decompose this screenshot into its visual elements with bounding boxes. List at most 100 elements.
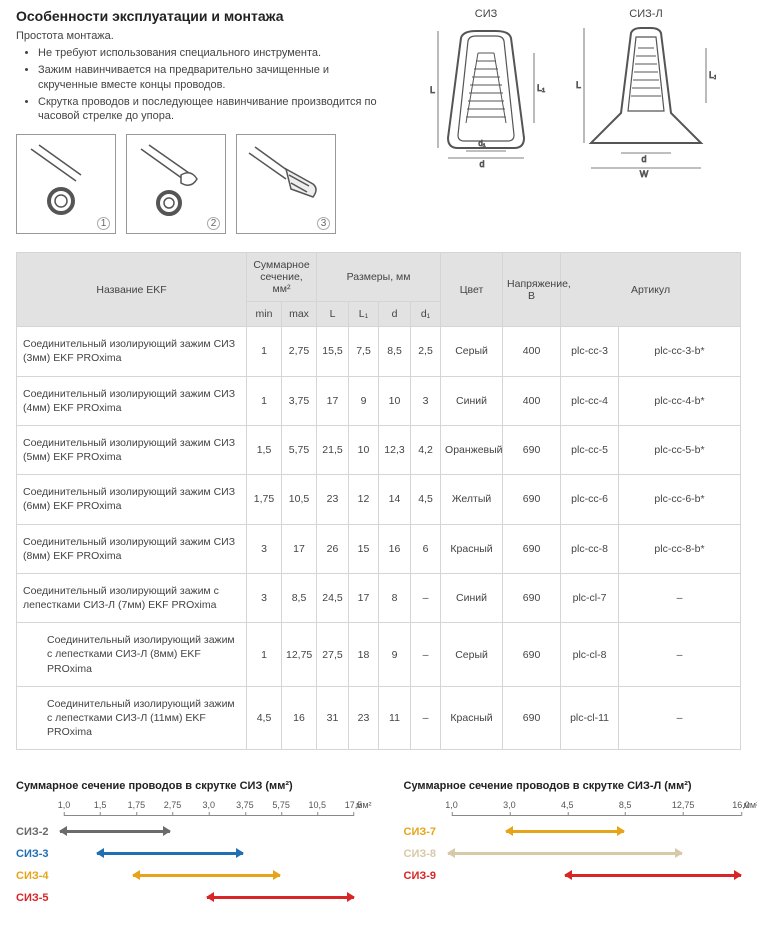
cell: – [411, 623, 441, 687]
svg-text:L₁: L₁ [537, 83, 545, 93]
table-row: Соединительный изолирующий зажим СИЗ (3м… [17, 327, 741, 376]
spec-table: Название EKF Суммарное сечение, мм² Разм… [16, 252, 741, 750]
cell: 690 [503, 425, 561, 474]
chart-bar [207, 896, 354, 899]
chart-row: СИЗ-4 [16, 866, 354, 886]
svg-text:L: L [430, 85, 435, 95]
chart-left: Суммарное сечение проводов в скрутке СИЗ… [16, 780, 354, 910]
chart-row: СИЗ-3 [16, 844, 354, 864]
charts-section: Суммарное сечение проводов в скрутке СИЗ… [16, 780, 741, 910]
svg-text:L: L [576, 80, 581, 90]
cell: 1 [247, 327, 282, 376]
th-L: L [317, 302, 349, 327]
cell: 10,5 [282, 475, 317, 524]
table-row: Соединительный изолирующий зажим СИЗ (8м… [17, 524, 741, 573]
cell-name: Соединительный изолирующий зажим СИЗ (8м… [17, 524, 247, 573]
cell: 400 [503, 327, 561, 376]
chart-bar [97, 852, 244, 855]
chart-row: СИЗ-9 [404, 866, 742, 886]
cell: 17 [349, 573, 379, 622]
cell: 10 [379, 376, 411, 425]
cell: 1,75 [247, 475, 282, 524]
cell: 16 [379, 524, 411, 573]
diagram-label: СИЗ-Л [629, 8, 662, 20]
cell-name: Соединительный изолирующий зажим СИЗ (6м… [17, 475, 247, 524]
subtitle: Простота монтажа. [16, 30, 386, 42]
cell-name: Соединительный изолирующий зажим с лепес… [17, 573, 247, 622]
chart-unit: мм² [356, 800, 371, 810]
chart-tick: 1,0 [58, 800, 71, 810]
cell: 690 [503, 475, 561, 524]
chart-tick: 3,75 [236, 800, 254, 810]
chart-bar [506, 830, 623, 833]
th-color: Цвет [441, 253, 503, 327]
chart-series-label: СИЗ-2 [16, 826, 60, 838]
feature-item: Скрутка проводов и последующее навинчива… [38, 95, 386, 125]
cell: 24,5 [317, 573, 349, 622]
chart-row: СИЗ-2 [16, 822, 354, 842]
cell: 4,5 [247, 686, 282, 750]
cell-name: Соединительный изолирующий зажим СИЗ (5м… [17, 425, 247, 474]
th-art: Артикул [561, 253, 741, 327]
cell: – [411, 573, 441, 622]
cell: 15 [349, 524, 379, 573]
chart-series-label: СИЗ-4 [16, 870, 60, 882]
table-head: Название EKF Суммарное сечение, мм² Разм… [17, 253, 741, 327]
th-dims: Размеры, мм [317, 253, 441, 302]
cell: 3,75 [282, 376, 317, 425]
illustration-2: 2 [126, 134, 226, 234]
text-column: Особенности эксплуатации и монтажа Прост… [16, 8, 386, 234]
cell: 12 [349, 475, 379, 524]
cell: 4,5 [411, 475, 441, 524]
chart-title: Суммарное сечение проводов в скрутке СИЗ… [16, 780, 354, 792]
cell: plc-cl-8 [561, 623, 619, 687]
chart-bar [60, 830, 170, 833]
cell: Серый [441, 623, 503, 687]
cell-name: Соединительный изолирующий зажим СИЗ (4м… [17, 376, 247, 425]
chart-series-label: СИЗ-8 [404, 848, 448, 860]
chart-tick: 1,0 [445, 800, 458, 810]
illustration-3: 3 [236, 134, 336, 234]
cell: 1,5 [247, 425, 282, 474]
th-d1: d₁ [411, 302, 441, 327]
cell: 31 [317, 686, 349, 750]
cell: Желтый [441, 475, 503, 524]
svg-text:d: d [641, 154, 646, 164]
cell: Красный [441, 686, 503, 750]
cell: plc-cc-3 [561, 327, 619, 376]
cell: plc-cc-5-b* [619, 425, 741, 474]
feature-item: Не требуют использования специального ин… [38, 46, 386, 61]
cell: 8 [379, 573, 411, 622]
cell: 17 [317, 376, 349, 425]
cell: Серый [441, 327, 503, 376]
cell: 23 [349, 686, 379, 750]
cell: plc-cc-6-b* [619, 475, 741, 524]
chart-unit: мм² [744, 800, 757, 810]
cell: plc-cc-4-b* [619, 376, 741, 425]
cell: 12,75 [282, 623, 317, 687]
th-max: max [282, 302, 317, 327]
cell: 400 [503, 376, 561, 425]
cell: – [411, 686, 441, 750]
cell: 11 [379, 686, 411, 750]
cell: 4,2 [411, 425, 441, 474]
chart-tick: 10,5 [309, 800, 327, 810]
cell: 15,5 [317, 327, 349, 376]
top-section: Особенности эксплуатации и монтажа Прост… [16, 8, 741, 234]
cell: plc-cc-4 [561, 376, 619, 425]
cell: – [619, 573, 741, 622]
dimension-diagrams: СИЗ L L₁ d d₁ [426, 8, 716, 178]
page-title: Особенности эксплуатации и монтажа [16, 8, 386, 24]
chart-series-label: СИЗ-9 [404, 870, 448, 882]
illustration-row: 1 2 [16, 134, 386, 234]
chart-series-label: СИЗ-7 [404, 826, 448, 838]
chart-tick: 2,75 [164, 800, 182, 810]
table-row: Соединительный изолирующий зажим СИЗ (4м… [17, 376, 741, 425]
cell: 8,5 [379, 327, 411, 376]
cell: plc-cl-7 [561, 573, 619, 622]
table-row: Соединительный изолирующий зажим с лепес… [17, 573, 741, 622]
cell: 10 [349, 425, 379, 474]
cell: 7,5 [349, 327, 379, 376]
svg-text:d: d [479, 159, 484, 168]
cell: plc-cl-11 [561, 686, 619, 750]
